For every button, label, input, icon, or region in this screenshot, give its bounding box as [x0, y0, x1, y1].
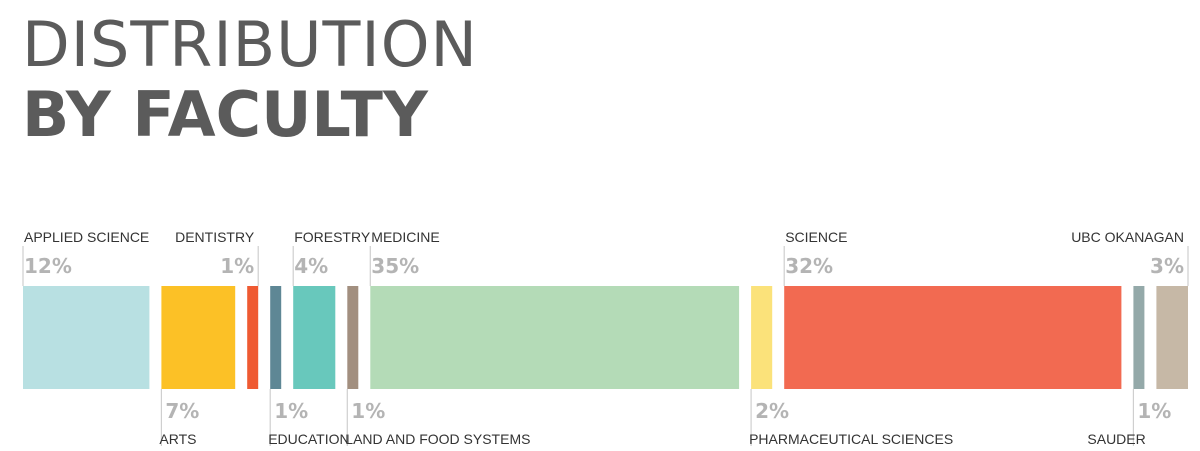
- category-label-science: SCIENCE: [785, 229, 847, 245]
- value-label-education: 1%: [274, 399, 308, 423]
- category-label-education: EDUCATION: [268, 431, 349, 447]
- value-label-medicine: 35%: [371, 254, 419, 278]
- bar-ubc-okanagan: [1156, 286, 1188, 389]
- value-label-arts: 7%: [165, 399, 199, 423]
- category-label-forestry: FORESTRY: [294, 229, 371, 245]
- chart-title-line2: BY FACULTY: [22, 78, 428, 151]
- value-label-applied-science: 12%: [24, 254, 72, 278]
- category-label-applied-science: APPLIED SCIENCE: [24, 229, 149, 245]
- bar-arts: [161, 286, 236, 389]
- bar-land-and-food-systems: [347, 286, 359, 389]
- value-label-dentistry: 1%: [220, 254, 254, 278]
- category-label-sauder: SAUDER: [1087, 431, 1145, 447]
- bar-medicine: [370, 286, 740, 389]
- category-label-arts: ARTS: [159, 431, 196, 447]
- bar-applied-science: [23, 286, 150, 389]
- category-label-medicine: MEDICINE: [371, 229, 439, 245]
- category-label-pharmaceutical-sciences: PHARMACEUTICAL SCIENCES: [749, 431, 953, 447]
- category-label-land-and-food-systems: LAND AND FOOD SYSTEMS: [345, 431, 530, 447]
- category-label-ubc-okanagan: UBC OKANAGAN: [1071, 229, 1184, 245]
- bar-dentistry: [247, 286, 259, 389]
- category-label-dentistry: DENTISTRY: [175, 229, 255, 245]
- value-label-forestry: 4%: [294, 254, 328, 278]
- chart-title: DISTRIBUTION BY FACULTY: [22, 14, 478, 146]
- value-label-pharmaceutical-sciences: 2%: [755, 399, 789, 423]
- value-label-sauder: 1%: [1137, 399, 1171, 423]
- bar-sauder: [1133, 286, 1145, 389]
- chart-title-line1: DISTRIBUTION: [22, 8, 478, 81]
- bar-education: [270, 286, 282, 389]
- value-label-science: 32%: [785, 254, 833, 278]
- value-label-ubc-okanagan: 3%: [1150, 254, 1184, 278]
- bar-forestry: [293, 286, 336, 389]
- bar-pharmaceutical-sciences: [751, 286, 773, 389]
- bar-science: [784, 286, 1122, 389]
- value-label-land-and-food-systems: 1%: [351, 399, 385, 423]
